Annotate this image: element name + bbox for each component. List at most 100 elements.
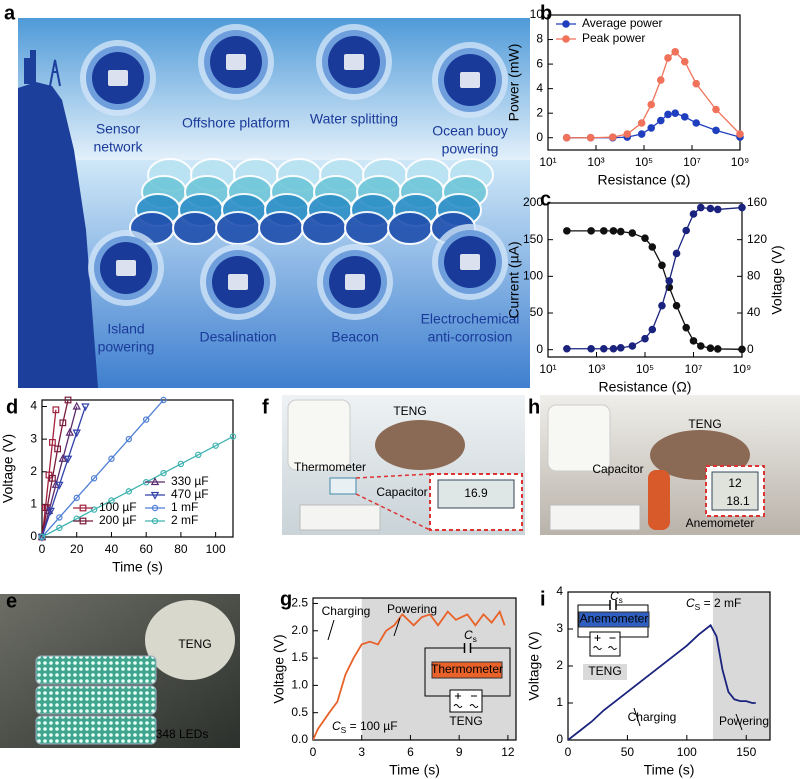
x-tick-label: 10⁹: [733, 362, 752, 376]
panel-label: g: [280, 588, 292, 610]
y-axis-label: Current (µA): [506, 241, 522, 318]
panel-label: c: [540, 188, 551, 210]
marker: [713, 345, 722, 353]
source-label: TENG: [449, 714, 482, 728]
site-label: network: [93, 139, 143, 155]
text: = 2 mF: [700, 596, 741, 610]
marker: [680, 113, 689, 121]
marker: [738, 345, 746, 354]
panel-label: e: [6, 590, 17, 612]
marker: [72, 401, 81, 410]
tower: [49, 59, 61, 87]
x-tick-label: 10¹: [539, 362, 556, 376]
marker: [563, 344, 571, 353]
x-tick-label: 3: [358, 745, 365, 759]
series-line: [42, 409, 57, 537]
teng-unit: [387, 211, 433, 245]
subscript-label: Cs: [464, 628, 477, 644]
y-tick-label: 2.0: [291, 623, 308, 637]
x-axis-label: Time (s): [389, 762, 440, 778]
marker: [713, 205, 722, 214]
panel-label: f: [262, 396, 269, 418]
y-tick-label: 200: [523, 195, 543, 209]
legend-label: Peak power: [582, 31, 645, 45]
y2-tick-label: 0: [747, 342, 754, 356]
marker: [160, 396, 167, 404]
marker: [150, 477, 160, 486]
marker: [125, 435, 133, 443]
marker: [562, 133, 571, 142]
y-tick-label: 0: [556, 732, 563, 746]
marker: [641, 334, 649, 343]
x-tick-label: 150: [736, 745, 756, 759]
marker: [63, 455, 73, 464]
marker: [160, 469, 167, 477]
x-tick-label: 0: [565, 745, 572, 759]
breadboard: [299, 504, 381, 531]
marker: [108, 455, 115, 462]
y-tick-label: 0.5: [291, 705, 308, 719]
marker: [656, 116, 665, 125]
y-tick-label: 4: [556, 584, 563, 598]
legend-label: 330 µF: [171, 474, 209, 488]
x-tick-label: 10⁷: [685, 362, 703, 376]
panel-label: a: [4, 2, 16, 24]
x-tick-label: 100: [677, 745, 697, 759]
y-tick-label: 4: [30, 399, 37, 413]
teng-device: [145, 600, 235, 680]
legend-label: 200 µF: [99, 513, 137, 527]
y-tick-label: 50: [530, 305, 544, 319]
marker: [142, 416, 150, 423]
x-tick-label: 40: [105, 542, 119, 556]
icon-glyph: [226, 54, 246, 70]
photo-label: 16.9: [464, 486, 488, 500]
source-tag: [444, 714, 488, 730]
building: [24, 50, 36, 84]
marker: [58, 453, 68, 462]
panel-label: h: [528, 396, 540, 418]
marker: [195, 451, 202, 458]
marker: [647, 124, 656, 132]
photo-label: TENG: [688, 417, 721, 431]
marker: [671, 109, 680, 117]
teng-unit: [301, 211, 347, 245]
marker: [680, 57, 689, 66]
y-tick-label: 1: [30, 497, 37, 511]
device-label: Thermometer: [431, 662, 503, 676]
y2-tick-label: 120: [747, 232, 767, 246]
teng-unit: [258, 211, 304, 245]
photo-label: TENG: [178, 637, 211, 651]
x-tick-label: 10³: [587, 155, 604, 169]
marker: [73, 494, 80, 502]
y-tick-label: 0: [536, 130, 543, 144]
source-label: TENG: [588, 664, 621, 678]
subscript: S: [695, 602, 701, 612]
marker: [689, 337, 698, 345]
photo-label: Capacitor: [376, 485, 427, 499]
y-tick-label: 150: [523, 232, 543, 246]
legend-label: 1 mF: [171, 500, 198, 514]
site-label: Water splitting: [310, 111, 398, 127]
source-box: [589, 631, 621, 657]
series-line: [568, 623, 756, 740]
spool: [547, 404, 611, 472]
y-tick-label: 10: [530, 7, 544, 21]
marker: [706, 204, 715, 213]
y-tick-label: 0: [30, 529, 37, 543]
display: [711, 471, 759, 511]
marker: [738, 203, 746, 212]
legend-label: 470 µF: [171, 487, 209, 501]
icon-glyph: [116, 260, 136, 276]
x-tick-label: 10⁷: [683, 155, 701, 169]
y-axis-label: Power (mW): [506, 44, 522, 122]
teng-unit: [215, 211, 261, 245]
marker: [562, 35, 570, 43]
marker: [562, 20, 570, 28]
marker: [648, 325, 657, 334]
teng-unit: [172, 211, 218, 245]
x-tick-label: 10¹: [539, 155, 556, 169]
marker: [599, 227, 608, 235]
marker: [623, 130, 632, 138]
marker: [609, 227, 618, 235]
marker: [658, 261, 666, 270]
